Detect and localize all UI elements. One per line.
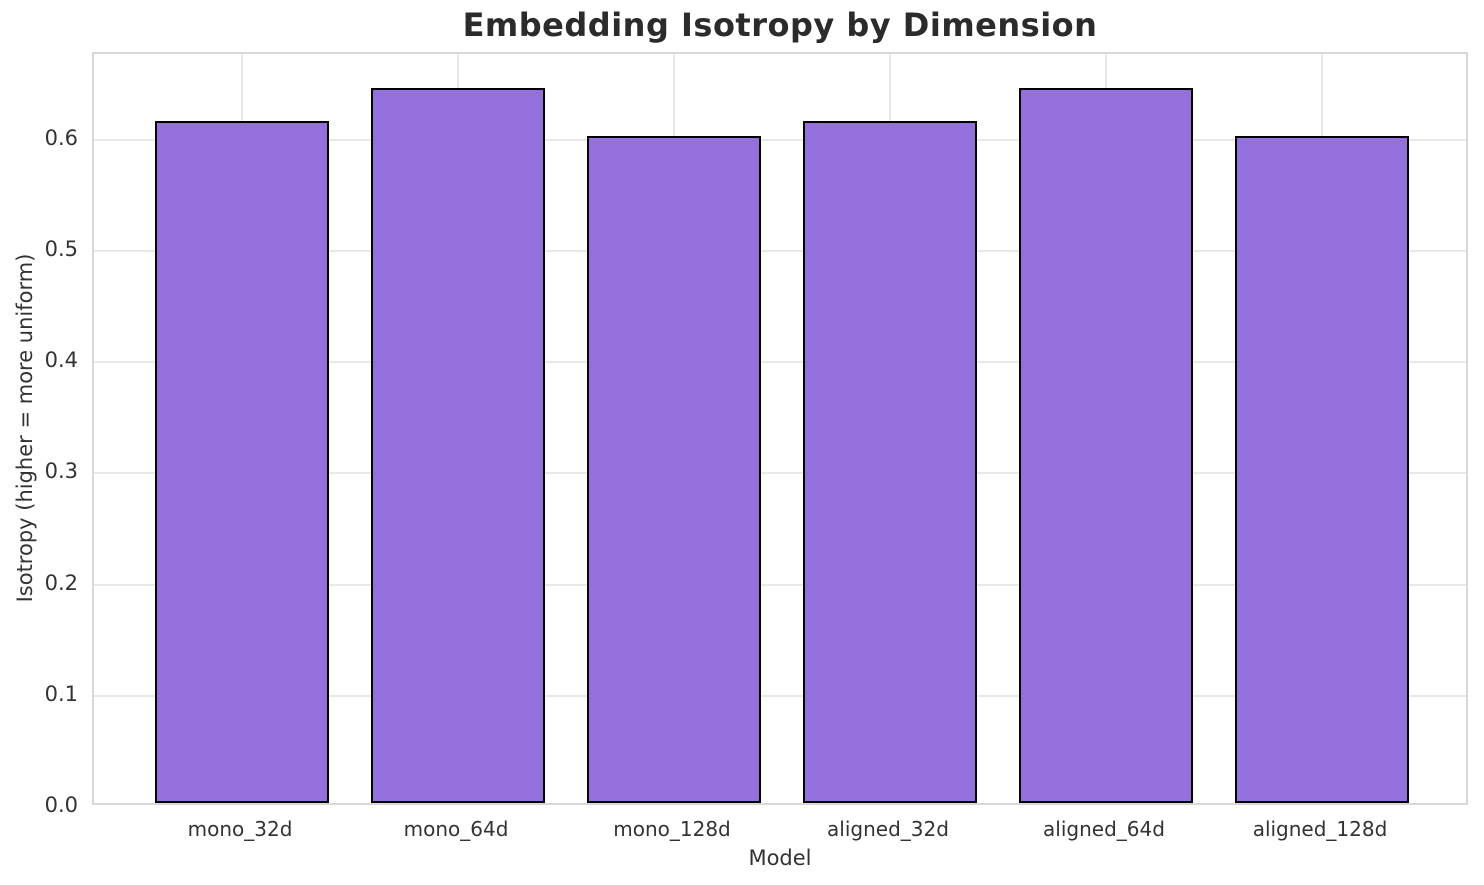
bar-aligned_32d <box>803 121 977 803</box>
x-tick-label: mono_128d <box>613 817 731 841</box>
bar-aligned_128d <box>1235 136 1409 803</box>
h-gridline <box>94 361 1466 364</box>
chart-title: Embedding Isotropy by Dimension <box>462 6 1098 44</box>
h-gridline <box>94 138 1466 141</box>
bar-aligned_64d <box>1019 88 1193 803</box>
bar-mono_32d <box>155 121 329 803</box>
x-tick-label: aligned_128d <box>1252 817 1388 841</box>
h-gridline <box>94 583 1466 586</box>
y-tick-label: 0.5 <box>44 236 78 261</box>
y-tick-label: 0.6 <box>44 125 78 150</box>
x-tick-label: aligned_64d <box>1043 817 1165 841</box>
y-tick-label: 0.1 <box>44 681 78 706</box>
x-tick-label: aligned_32d <box>827 817 949 841</box>
plot-area <box>92 52 1468 805</box>
x-axis-label: Model <box>748 846 812 870</box>
bar-mono_128d <box>587 136 761 803</box>
h-gridline <box>94 472 1466 475</box>
y-axis-label: Isotropy (higher = more uniform) <box>13 253 37 603</box>
bar-mono_64d <box>371 88 545 803</box>
h-gridline <box>94 249 1466 252</box>
y-tick-label: 0.4 <box>44 348 78 373</box>
y-tick-label: 0.0 <box>44 793 78 817</box>
h-gridline <box>94 694 1466 697</box>
y-tick-label: 0.3 <box>44 459 78 484</box>
y-tick-label: 0.2 <box>44 570 78 595</box>
x-tick-label: mono_64d <box>403 817 509 841</box>
x-tick-label: mono_32d <box>187 817 293 841</box>
